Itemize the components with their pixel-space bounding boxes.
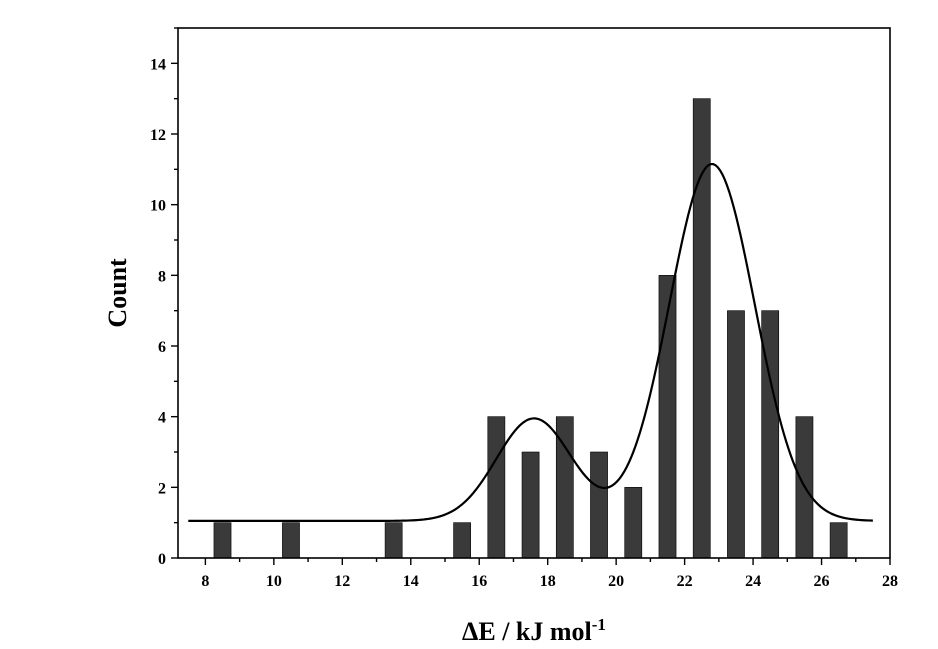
y-tick-label-0: 0 [158, 551, 166, 568]
x-tick-label-6: 20 [608, 573, 624, 590]
bar-10 [692, 98, 711, 559]
y-tick-label-3: 6 [158, 339, 166, 356]
x-tick-label-9: 26 [814, 573, 830, 590]
x-axis: 8 10 12 14 16 18 20 22 24 26 28 [201, 558, 898, 590]
bar-14 [829, 522, 848, 559]
y-tick-label-4: 8 [158, 268, 166, 285]
bar-8 [624, 487, 643, 559]
plot-frame [177, 27, 891, 559]
bar-2 [384, 522, 403, 559]
y-axis: 0 2 4 6 8 10 12 14 [150, 27, 178, 568]
bar-4 [487, 416, 506, 559]
bar-11 [727, 310, 745, 559]
y-tick-label-2: 4 [158, 410, 166, 427]
bars-layer [213, 98, 848, 559]
y-tick-label-6: 12 [150, 127, 166, 144]
x-tick-label-10: 28 [882, 573, 898, 590]
y-tick-label-7: 14 [150, 56, 166, 73]
x-tick-label-5: 18 [540, 573, 556, 590]
bar-3 [453, 522, 471, 559]
x-tick-label-4: 16 [471, 573, 487, 590]
y-axis-title: Count [103, 258, 132, 328]
x-tick-label-8: 24 [745, 573, 761, 590]
x-tick-label-0: 8 [201, 573, 209, 590]
y-tick-label-1: 2 [158, 480, 166, 497]
bar-1 [282, 522, 300, 559]
x-tick-label-3: 14 [403, 573, 419, 590]
bar-7 [590, 451, 608, 559]
x-tick-label-7: 22 [677, 573, 693, 590]
bar-0 [213, 522, 232, 559]
x-tick-label-1: 10 [266, 573, 282, 590]
x-axis-title: ΔE / kJ mol-1 [462, 615, 606, 646]
gaussian-fit-line [188, 163, 873, 522]
x-tick-label-2: 12 [334, 573, 350, 590]
bar-5 [521, 451, 540, 559]
y-tick-label-5: 10 [150, 198, 166, 215]
